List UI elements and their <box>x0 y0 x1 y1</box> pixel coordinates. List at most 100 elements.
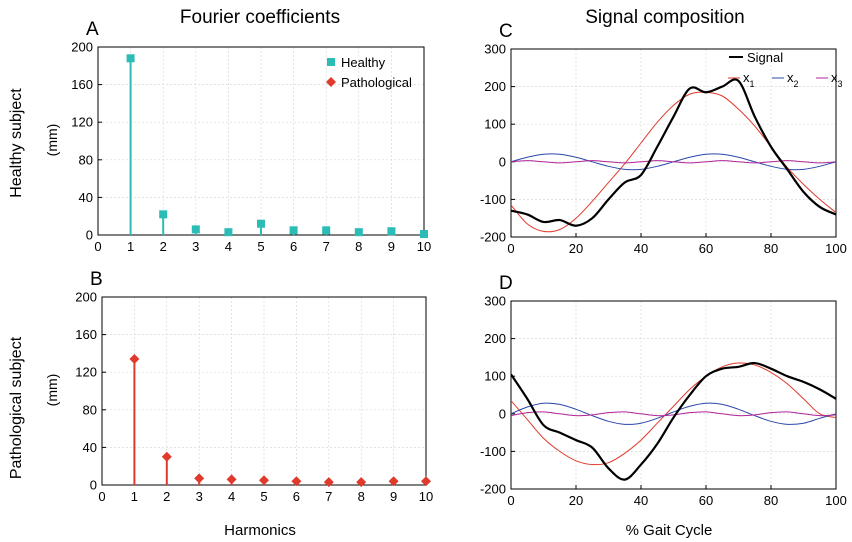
x-tick-label: 1 <box>127 239 134 254</box>
stem-marker-square <box>289 226 298 235</box>
legend-marker-square <box>327 58 335 66</box>
x-tick-label: 6 <box>293 489 300 504</box>
series-pathological <box>129 354 431 488</box>
y-tick-label: 120 <box>75 365 97 380</box>
x-tick-label: 60 <box>699 241 713 256</box>
legend-label-x3: x3 <box>831 70 843 89</box>
y-tick-label: 0 <box>86 228 93 243</box>
y-tick-label: 200 <box>71 40 93 55</box>
stem-marker-square <box>126 54 135 63</box>
stem-marker-square <box>420 230 428 239</box>
stem-marker-square <box>354 228 363 237</box>
legend-label-x1: x1 <box>743 70 755 89</box>
x-tick-label: 60 <box>699 493 713 508</box>
stem-marker-diamond <box>129 354 140 365</box>
y-tick-label: 0 <box>499 406 506 421</box>
series-line-x1 <box>511 362 836 466</box>
plot-frame <box>510 48 837 238</box>
x-tick-label: 80 <box>764 493 778 508</box>
y-tick-label: 300 <box>484 294 506 309</box>
y-tick-label: 0 <box>499 154 506 169</box>
x-tick-label: 40 <box>634 493 648 508</box>
x-tick-label: 8 <box>358 489 365 504</box>
panel-b: B 0 1 2 3 4 5 6 7 8 9 10 0 40 80 120 160 200 <box>75 269 433 504</box>
y-tick-label: 200 <box>75 290 97 305</box>
series-line-signal <box>511 361 836 481</box>
y-tick-label: 100 <box>484 117 506 132</box>
legend-label: Healthy <box>341 55 386 70</box>
stem-marker-diamond <box>161 451 172 462</box>
y-tick-label: 80 <box>83 402 97 417</box>
legend-label-signal: Signal <box>747 50 783 65</box>
stem-marker-square <box>224 228 233 237</box>
y-tick-label: -100 <box>480 444 506 459</box>
title-left: Fourier coefficients <box>180 7 340 28</box>
x-tick-label: 10 <box>419 489 433 504</box>
x-tick-label: 6 <box>290 239 297 254</box>
y-tick-label: 100 <box>484 369 506 384</box>
x-tick-label: 2 <box>160 239 167 254</box>
stem-marker-diamond <box>194 473 205 484</box>
series-healthy <box>126 54 428 239</box>
x-tick-label: 100 <box>825 493 847 508</box>
x-tick-label: 2 <box>163 489 170 504</box>
series-line-x3 <box>511 411 836 417</box>
panel-letter: C <box>499 21 513 42</box>
y-tick-label: -200 <box>480 230 506 245</box>
series-line-signal <box>511 78 836 227</box>
x-tick-label: 5 <box>257 239 264 254</box>
stem-marker-square <box>387 227 396 236</box>
legend-marker-diamond <box>326 77 336 87</box>
x-tick-label: 10 <box>417 239 431 254</box>
y-tick-label: 40 <box>83 440 97 455</box>
stem-marker-diamond <box>323 477 334 488</box>
stem-marker-square <box>257 219 265 228</box>
row-label-healthy: Healthy subject <box>8 88 25 198</box>
x-axis-label-gait-cycle: % Gait Cycle <box>626 522 713 539</box>
x-tick-label: 8 <box>355 239 362 254</box>
stem-marker-diamond <box>388 476 399 487</box>
legend: Signal x1 x2 x3 <box>728 50 843 89</box>
stem-marker-diamond <box>226 474 237 485</box>
y-tick-label: 300 <box>484 42 506 57</box>
y-tick-label: 120 <box>71 115 93 130</box>
x-tick-label: 4 <box>228 489 235 504</box>
x-tick-label: 0 <box>94 239 101 254</box>
stem-marker-square <box>191 225 200 234</box>
stem-marker-diamond <box>421 476 431 487</box>
x-tick-label: 40 <box>634 241 648 256</box>
stem-marker-square <box>322 226 331 235</box>
stem-marker-diamond <box>291 476 302 487</box>
x-tick-label: 3 <box>192 239 199 254</box>
x-tick-label: 4 <box>225 239 232 254</box>
plot-frame <box>510 300 837 490</box>
y-tick-label: 200 <box>484 331 506 346</box>
unit-label-bottom: (mm) <box>44 374 60 407</box>
y-tick-label: -200 <box>480 482 506 497</box>
x-tick-label: 9 <box>388 239 395 254</box>
x-tick-label: 100 <box>825 241 847 256</box>
panel-letter: A <box>86 19 99 40</box>
x-tick-label: 20 <box>569 241 583 256</box>
stem-marker-diamond <box>356 477 367 488</box>
unit-label-top: (mm) <box>44 124 60 157</box>
panels: A0 1 2 3 4 5 6 7 8 9 1004080120160200HealthyPathol… <box>71 19 847 508</box>
x-tick-label: 7 <box>325 489 332 504</box>
y-tick-label: -100 <box>480 192 506 207</box>
panel-letter: D <box>499 273 513 294</box>
y-tick-label: 0 <box>90 478 97 493</box>
y-tick-label: 40 <box>79 190 93 205</box>
title-right: Signal composition <box>585 7 744 28</box>
x-tick-label: 20 <box>569 493 583 508</box>
y-tick-label: 80 <box>79 152 93 167</box>
x-tick-label: 1 <box>131 489 138 504</box>
x-tick-label: 9 <box>390 489 397 504</box>
y-tick-label: 160 <box>71 77 93 92</box>
stem-marker-diamond <box>259 475 269 486</box>
row-label-pathological: Pathological subject <box>8 336 25 479</box>
x-tick-label: 5 <box>260 489 267 504</box>
series-line-x3 <box>511 160 836 164</box>
y-tick-label: 160 <box>75 327 97 342</box>
x-tick-label: 0 <box>507 493 514 508</box>
